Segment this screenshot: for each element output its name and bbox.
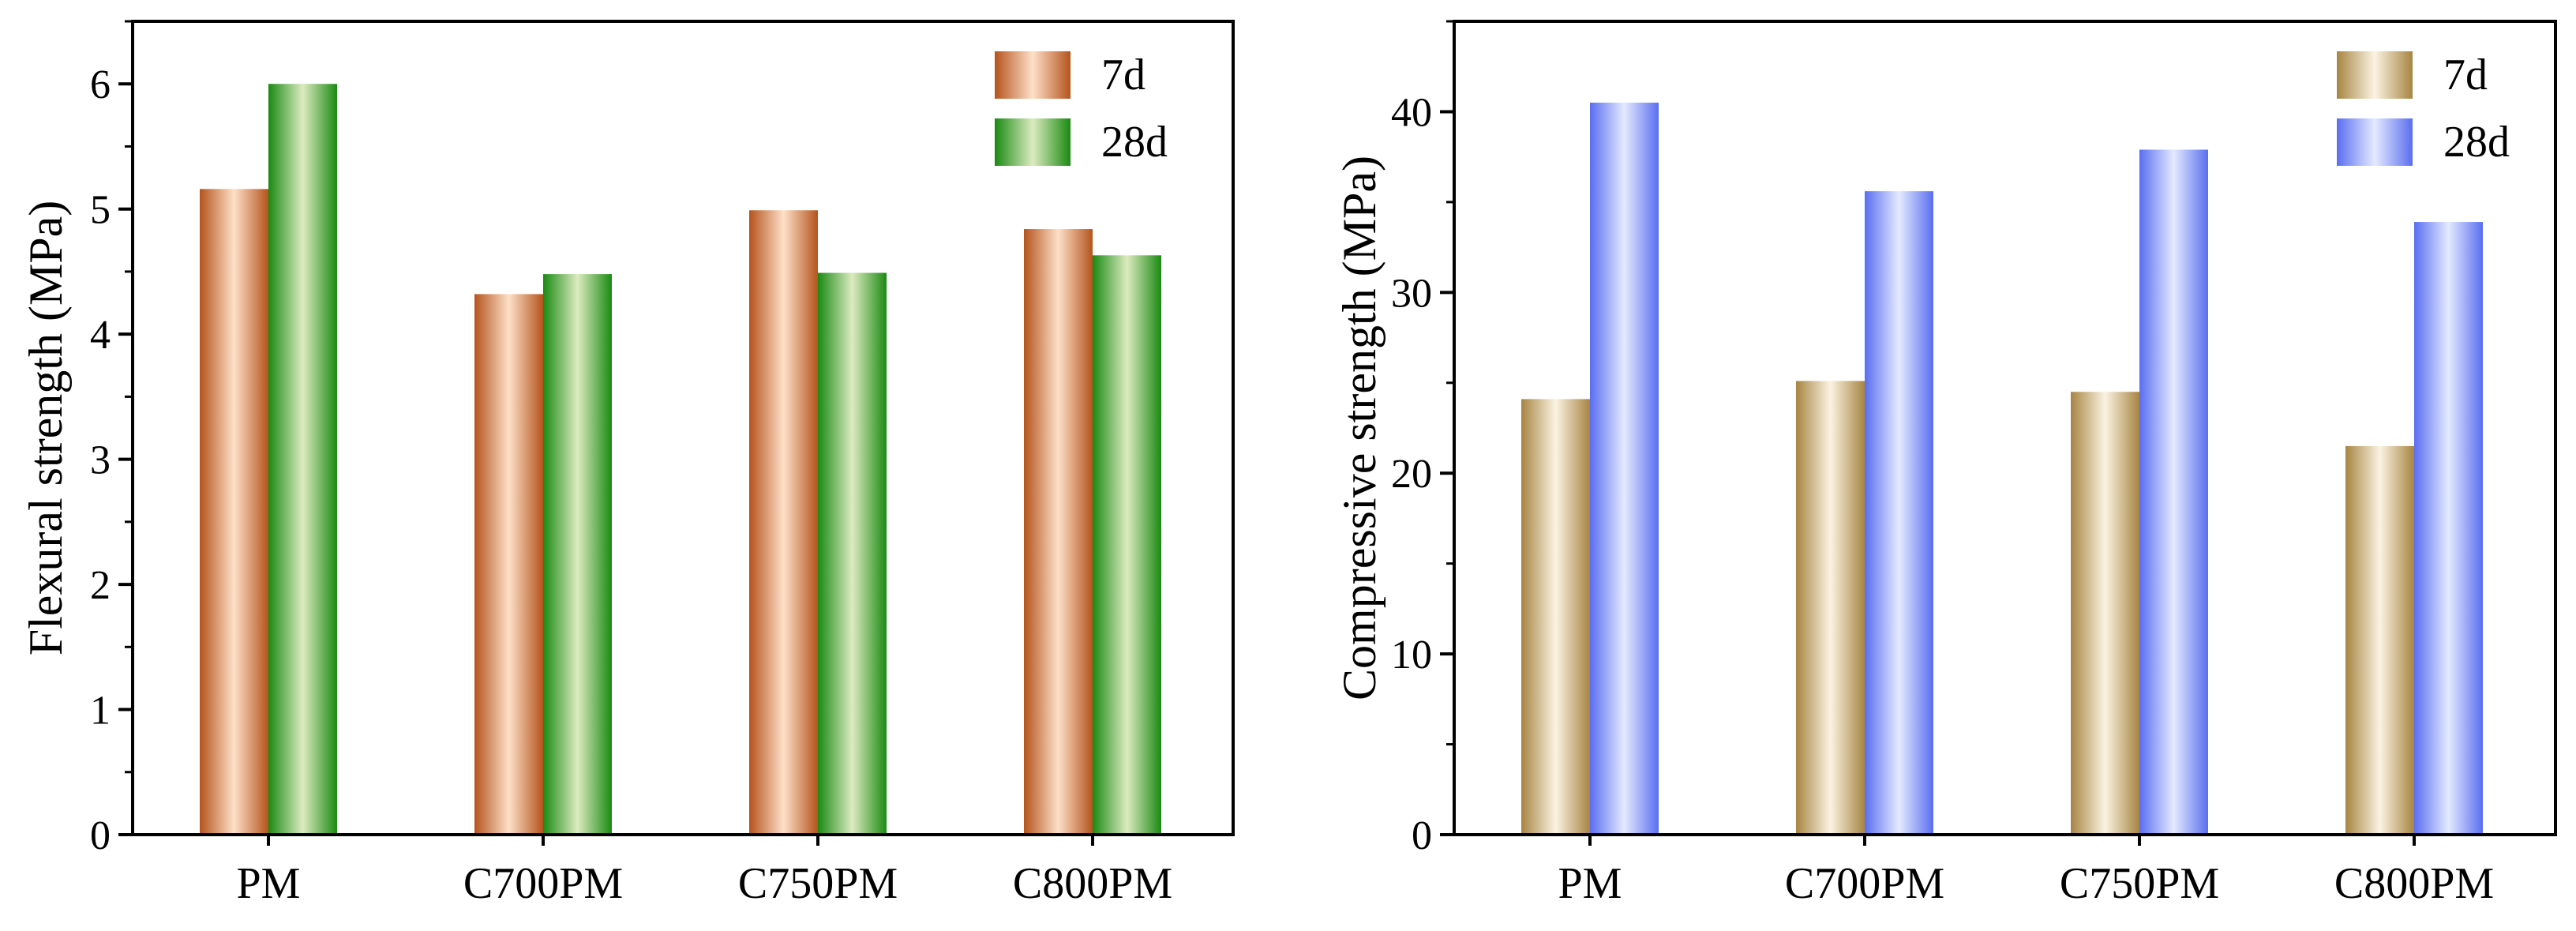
legend-swatch-7d <box>995 51 1071 99</box>
x-tick-label: C800PM <box>1013 859 1172 908</box>
y-tick-label: 0 <box>90 813 111 858</box>
x-tick-label: C700PM <box>1785 859 1944 908</box>
bar-28d-pm <box>268 84 337 835</box>
bar-7d-c700pm <box>474 294 543 835</box>
legend-label-7d: 7d <box>2443 51 2488 99</box>
x-tick-label: C750PM <box>738 859 898 908</box>
bar-7d-c700pm <box>1796 381 1865 835</box>
bar-28d-c750pm <box>2139 149 2208 835</box>
y-tick-label: 10 <box>1391 633 1432 678</box>
y-tick-label: 4 <box>90 313 111 358</box>
y-tick-label: 20 <box>1391 452 1432 497</box>
bar-28d-c800pm <box>1093 255 1161 835</box>
y-tick-label: 3 <box>90 438 111 483</box>
bar-28d-pm <box>1590 103 1659 835</box>
bar-7d-c750pm <box>749 210 818 835</box>
legend-swatch-7d <box>2337 51 2413 99</box>
legend-label-28d: 28d <box>2443 118 2510 167</box>
y-tick-label: 6 <box>90 62 111 107</box>
y-axis-title: Flexural strength (MPa) <box>20 201 72 656</box>
legend-label-7d: 7d <box>1101 51 1146 99</box>
bar-7d-pm <box>1521 399 1590 835</box>
x-tick-label: C700PM <box>463 859 623 908</box>
y-tick-label: 1 <box>90 689 111 734</box>
flexural-strength-chart: PM C700PM C750PM C800PM 0 1 2 3 4 5 6 Flexural stre… <box>20 20 1235 908</box>
bar-28d-c700pm <box>1865 191 1933 835</box>
x-tick-label: PM <box>1558 859 1622 908</box>
compressive-strength-chart: PM C700PM C750PM C800PM 0 10 20 30 40Compressive… <box>1333 20 2557 908</box>
bar-7d-pm <box>200 189 268 835</box>
bar-7d-c750pm <box>2071 392 2139 835</box>
bar-7d-c800pm <box>2345 445 2414 835</box>
bar-28d-c750pm <box>818 272 887 835</box>
x-tick-label: C750PM <box>2060 859 2219 908</box>
plot-frame <box>1453 20 2557 836</box>
y-tick-label: 5 <box>90 188 111 233</box>
legend-label-28d: 28d <box>1101 118 1168 167</box>
x-tick-label: PM <box>237 859 301 908</box>
x-tick-label: C800PM <box>2334 859 2494 908</box>
legend-swatch-28d <box>2337 118 2413 166</box>
y-axis-title: Compressive strength (MPa) <box>1333 156 1385 700</box>
y-tick-label: 30 <box>1391 271 1432 316</box>
bar-28d-c800pm <box>2414 222 2483 835</box>
y-tick-label: 40 <box>1391 90 1432 135</box>
bar-7d-c800pm <box>1024 229 1093 835</box>
y-tick-label: 2 <box>90 563 111 608</box>
legend-swatch-28d <box>995 118 1071 166</box>
bar-28d-c700pm <box>543 274 612 835</box>
y-tick-label: 0 <box>1412 813 1432 858</box>
plot-frame <box>131 20 1235 836</box>
